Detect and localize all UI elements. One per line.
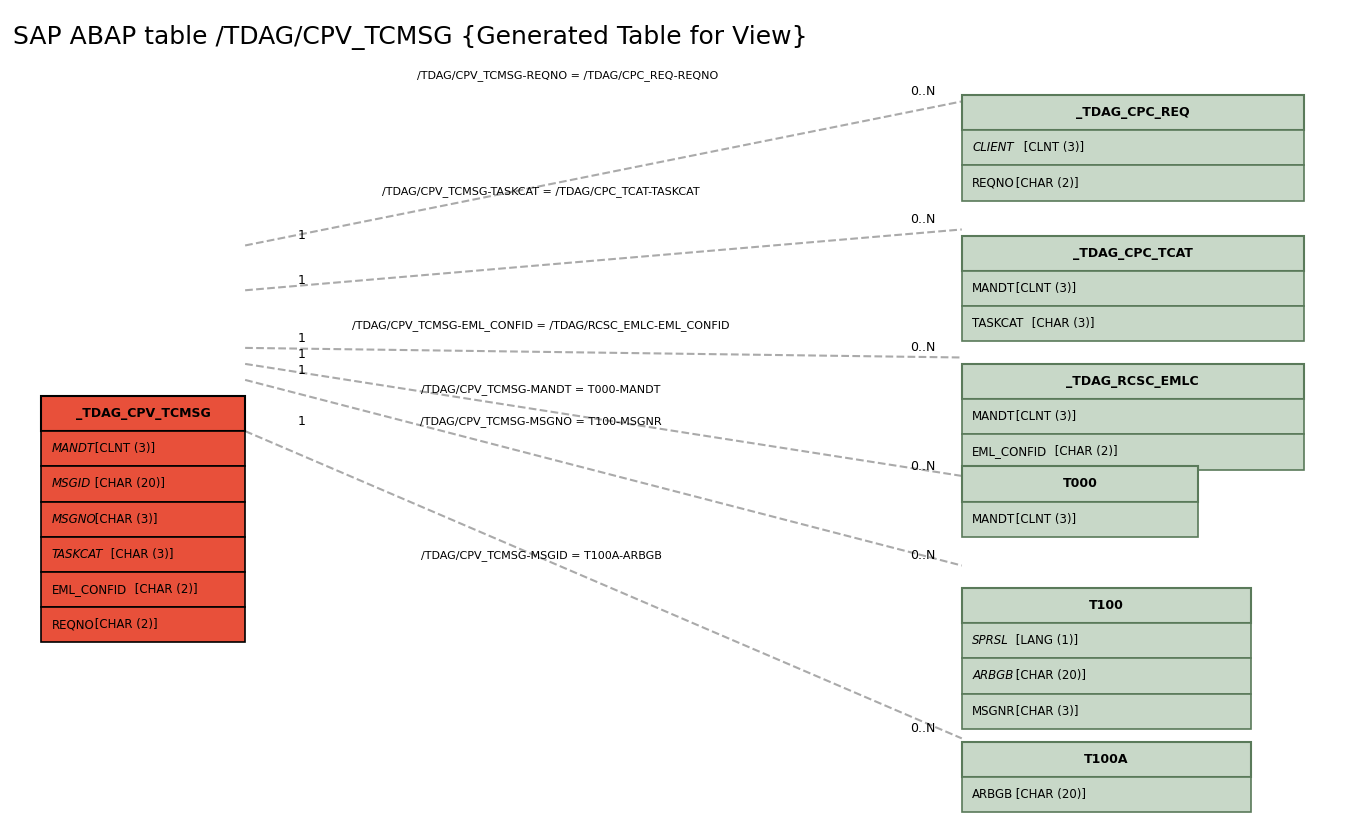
Text: [CHAR (2)]: [CHAR (2)] bbox=[91, 619, 157, 631]
Text: MANDT: MANDT bbox=[52, 442, 94, 455]
FancyBboxPatch shape bbox=[42, 572, 245, 607]
Text: SAP ABAP table /TDAG/CPV_TCMSG {Generated Table for View}: SAP ABAP table /TDAG/CPV_TCMSG {Generate… bbox=[13, 25, 808, 50]
FancyBboxPatch shape bbox=[42, 607, 245, 643]
FancyBboxPatch shape bbox=[42, 431, 245, 467]
Text: /TDAG/CPV_TCMSG-EML_CONFID = /TDAG/RCSC_EMLC-EML_CONFID: /TDAG/CPV_TCMSG-EML_CONFID = /TDAG/RCSC_… bbox=[352, 320, 730, 331]
FancyBboxPatch shape bbox=[962, 165, 1303, 201]
Text: /TDAG/CPV_TCMSG-TASKCAT = /TDAG/CPC_TCAT-TASKCAT: /TDAG/CPV_TCMSG-TASKCAT = /TDAG/CPC_TCAT… bbox=[382, 186, 699, 197]
FancyBboxPatch shape bbox=[962, 306, 1303, 341]
FancyBboxPatch shape bbox=[962, 131, 1303, 165]
Text: MANDT: MANDT bbox=[972, 282, 1015, 295]
Text: 1: 1 bbox=[297, 348, 305, 361]
Text: 1: 1 bbox=[297, 363, 305, 377]
Text: MSGID: MSGID bbox=[52, 477, 91, 491]
Text: MSGNR: MSGNR bbox=[972, 705, 1015, 718]
Text: 1: 1 bbox=[297, 274, 305, 287]
Text: _TDAG_CPC_REQ: _TDAG_CPC_REQ bbox=[1076, 106, 1189, 119]
Text: /TDAG/CPV_TCMSG-MSGID = T100A-ARBGB: /TDAG/CPV_TCMSG-MSGID = T100A-ARBGB bbox=[421, 550, 662, 562]
Text: T100: T100 bbox=[1089, 599, 1124, 612]
Text: /TDAG/CPV_TCMSG-REQNO = /TDAG/CPC_REQ-REQNO: /TDAG/CPV_TCMSG-REQNO = /TDAG/CPC_REQ-RE… bbox=[417, 70, 718, 81]
Text: [CLNT (3)]: [CLNT (3)] bbox=[1020, 141, 1084, 154]
FancyBboxPatch shape bbox=[42, 501, 245, 537]
FancyBboxPatch shape bbox=[962, 588, 1251, 623]
Text: 0..N: 0..N bbox=[911, 341, 936, 354]
Text: EML_CONFID: EML_CONFID bbox=[52, 583, 126, 596]
Text: /TDAG/CPV_TCMSG-MSGNO = T100-MSGNR: /TDAG/CPV_TCMSG-MSGNO = T100-MSGNR bbox=[420, 416, 662, 427]
FancyBboxPatch shape bbox=[962, 623, 1251, 658]
Text: T100A: T100A bbox=[1084, 752, 1128, 766]
Text: [CHAR (2)]: [CHAR (2)] bbox=[1052, 445, 1118, 458]
Text: T000: T000 bbox=[1063, 477, 1098, 491]
Text: [CHAR (2)]: [CHAR (2)] bbox=[130, 583, 198, 596]
Text: [CHAR (3)]: [CHAR (3)] bbox=[1028, 317, 1093, 330]
Text: _TDAG_RCSC_EMLC: _TDAG_RCSC_EMLC bbox=[1067, 375, 1198, 388]
FancyBboxPatch shape bbox=[962, 434, 1303, 469]
FancyBboxPatch shape bbox=[962, 95, 1303, 131]
Text: ARBGB: ARBGB bbox=[972, 670, 1014, 682]
Text: TASKCAT: TASKCAT bbox=[972, 317, 1024, 330]
FancyBboxPatch shape bbox=[962, 364, 1303, 399]
Text: 1: 1 bbox=[297, 332, 305, 344]
Text: [LANG (1)]: [LANG (1)] bbox=[1011, 634, 1077, 648]
Text: [CHAR (20)]: [CHAR (20)] bbox=[91, 477, 165, 491]
Text: MANDT: MANDT bbox=[972, 411, 1015, 423]
Text: 1: 1 bbox=[297, 230, 305, 242]
Text: [CHAR (20)]: [CHAR (20)] bbox=[1011, 788, 1085, 801]
Text: MANDT: MANDT bbox=[972, 513, 1015, 525]
Text: [CLNT (3)]: [CLNT (3)] bbox=[1011, 513, 1076, 525]
Text: 1: 1 bbox=[297, 415, 305, 428]
Text: [CHAR (20)]: [CHAR (20)] bbox=[1011, 670, 1085, 682]
Text: EML_CONFID: EML_CONFID bbox=[972, 445, 1048, 458]
FancyBboxPatch shape bbox=[962, 742, 1251, 776]
Text: [CHAR (3)]: [CHAR (3)] bbox=[108, 548, 174, 561]
Text: TASKCAT: TASKCAT bbox=[52, 548, 104, 561]
Text: /TDAG/CPV_TCMSG-MANDT = T000-MANDT: /TDAG/CPV_TCMSG-MANDT = T000-MANDT bbox=[421, 384, 660, 395]
Text: [CLNT (3)]: [CLNT (3)] bbox=[1011, 282, 1076, 295]
FancyBboxPatch shape bbox=[42, 537, 245, 572]
Text: SPRSL: SPRSL bbox=[972, 634, 1009, 648]
Text: [CHAR (2)]: [CHAR (2)] bbox=[1011, 177, 1079, 189]
FancyBboxPatch shape bbox=[962, 776, 1251, 812]
Text: ARBGB: ARBGB bbox=[972, 788, 1014, 801]
FancyBboxPatch shape bbox=[962, 271, 1303, 306]
Text: [CHAR (3)]: [CHAR (3)] bbox=[1011, 705, 1079, 718]
FancyBboxPatch shape bbox=[962, 694, 1251, 729]
FancyBboxPatch shape bbox=[962, 658, 1251, 694]
FancyBboxPatch shape bbox=[962, 501, 1198, 537]
Text: [CHAR (3)]: [CHAR (3)] bbox=[91, 513, 157, 525]
FancyBboxPatch shape bbox=[42, 467, 245, 501]
FancyBboxPatch shape bbox=[962, 467, 1198, 501]
FancyBboxPatch shape bbox=[42, 396, 245, 431]
FancyBboxPatch shape bbox=[962, 236, 1303, 271]
Text: _TDAG_CPV_TCMSG: _TDAG_CPV_TCMSG bbox=[75, 407, 211, 420]
Text: CLIENT: CLIENT bbox=[972, 141, 1014, 154]
Text: 0..N: 0..N bbox=[911, 213, 936, 226]
Text: REQNO: REQNO bbox=[52, 619, 94, 631]
Text: 0..N: 0..N bbox=[911, 460, 936, 472]
Text: [CLNT (3)]: [CLNT (3)] bbox=[91, 442, 156, 455]
Text: 0..N: 0..N bbox=[911, 549, 936, 563]
Text: MSGNO: MSGNO bbox=[52, 513, 97, 525]
FancyBboxPatch shape bbox=[962, 399, 1303, 434]
Text: [CLNT (3)]: [CLNT (3)] bbox=[1011, 411, 1076, 423]
Text: _TDAG_CPC_TCAT: _TDAG_CPC_TCAT bbox=[1073, 247, 1193, 260]
Text: REQNO: REQNO bbox=[972, 177, 1015, 189]
Text: 0..N: 0..N bbox=[911, 85, 936, 98]
Text: 0..N: 0..N bbox=[911, 722, 936, 735]
